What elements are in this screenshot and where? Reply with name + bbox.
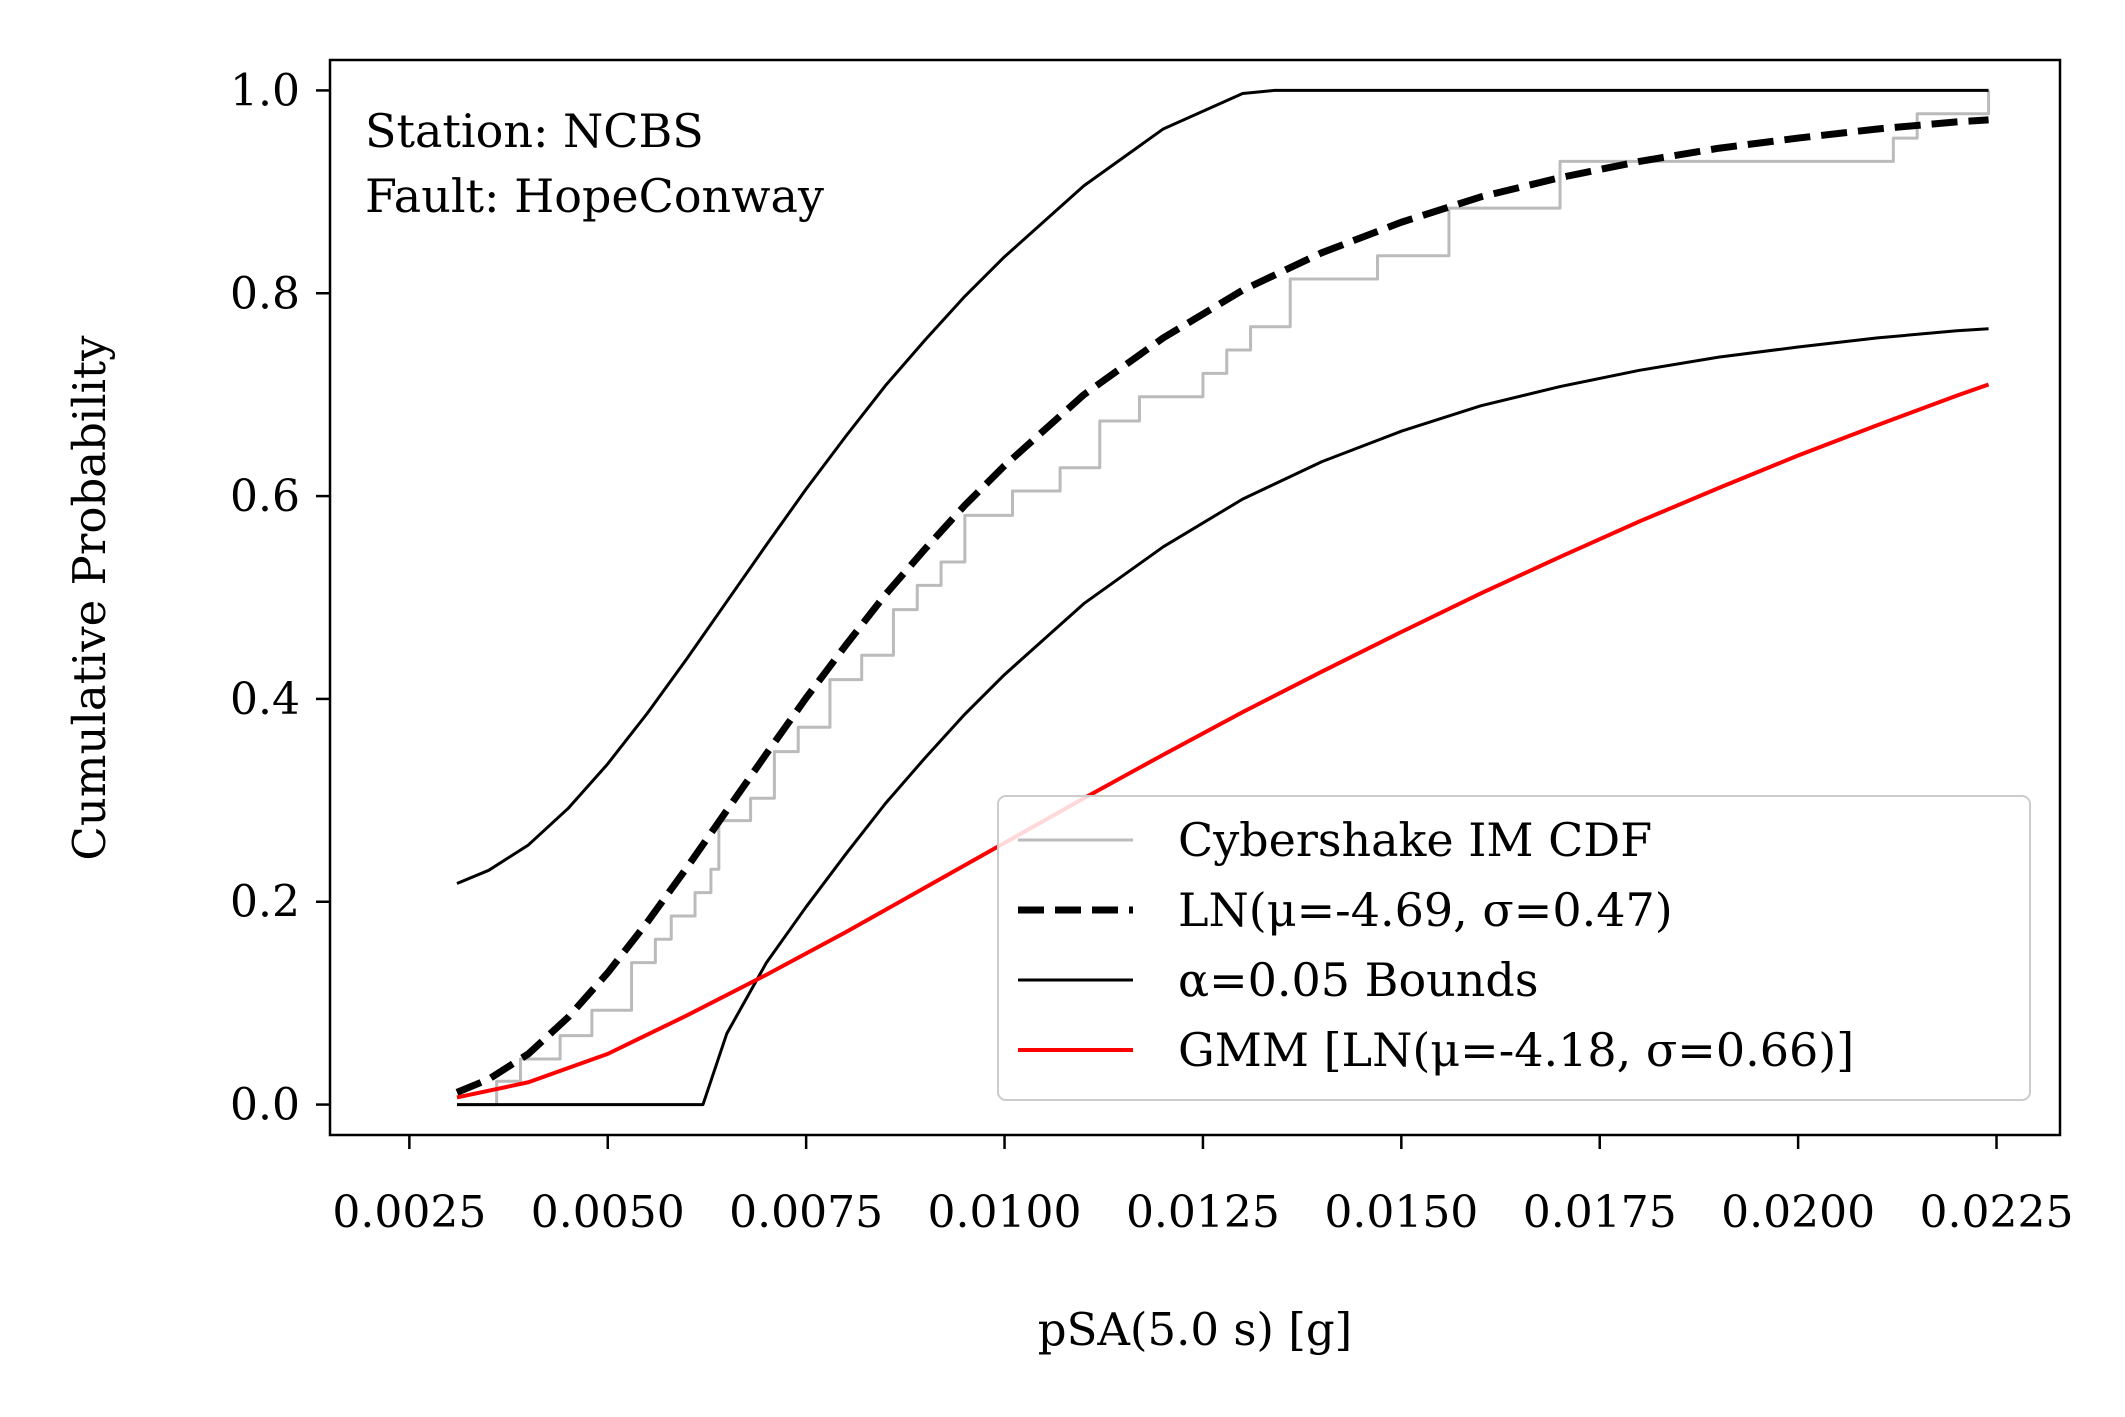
legend-box [997, 795, 2031, 1101]
x-tick-label: 0.0125 [1126, 1187, 1280, 1238]
y-axis-label: Cumulative Probability [63, 335, 116, 861]
x-tick-label: 0.0200 [1721, 1187, 1875, 1238]
annotation-fault: Fault: HopeConway [365, 169, 824, 223]
x-axis-label: pSA(5.0 s) [g] [1038, 1303, 1352, 1356]
y-tick-label: 0.4 [230, 674, 300, 725]
x-tick-label: 0.0225 [1920, 1187, 2074, 1238]
series-gmm [456, 382, 1990, 1100]
plot-frame [328, 58, 2062, 1137]
legend-label-fit: LN(μ=-4.69, σ=0.47) [1178, 883, 1673, 937]
x-tick-label: 0.0050 [531, 1187, 685, 1238]
y-tick-label: 0.2 [230, 877, 300, 928]
x-tick-label: 0.0150 [1324, 1187, 1478, 1238]
x-tick-label: 0.0075 [729, 1187, 883, 1238]
x-tick-label: 0.0100 [928, 1187, 1082, 1238]
plot-area [455, 88, 1991, 1107]
y-tick-label: 0.0 [230, 1080, 300, 1131]
series-upper-bound [456, 88, 1989, 885]
y-tick-label: 0.6 [230, 471, 300, 522]
y-tick-label: 0.8 [230, 268, 300, 319]
legend: Cybershake IM CDF LN(μ=-4.69, σ=0.47) α=… [997, 795, 2031, 1101]
legend-label-gmm: GMM [LN(μ=-4.18, σ=0.66)] [1178, 1023, 1854, 1077]
legend-label-empirical: Cybershake IM CDF [1178, 813, 1652, 867]
y-tick-label: 1.0 [230, 65, 300, 116]
legend-label-bounds: α=0.05 Bounds [1178, 953, 1538, 1007]
x-tick-label: 0.0175 [1523, 1187, 1677, 1238]
series-empirical-cdf [456, 90, 1991, 1107]
series-lognormal-fit [455, 116, 1989, 1096]
series-lower-bound [456, 327, 1989, 1107]
x-tick-label: 0.0025 [332, 1187, 486, 1238]
annotation-station: Station: NCBS [365, 104, 704, 158]
axes-ticks: 0.0025 0.0050 0.0075 0.0100 0.0125 0.0150 0.01… [230, 65, 2073, 1238]
